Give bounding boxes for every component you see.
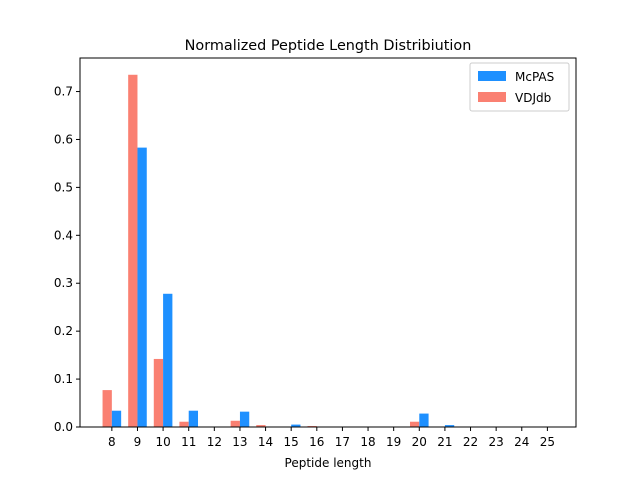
x-tick-label: 18 [360, 435, 375, 449]
x-axis-label: Peptide length [285, 456, 372, 470]
y-tick-label: 0.0 [54, 420, 73, 434]
legend-label-vdjdb: VDJdb [515, 91, 551, 105]
x-ticks: 8 9 10 11 12 13 14 15 16 17 18 19 20 21 22 23 24 25 [108, 427, 555, 449]
bar-mcpas-20 [419, 413, 429, 427]
x-tick-label: 9 [134, 435, 142, 449]
x-tick-label: 13 [232, 435, 247, 449]
legend-swatch-mcpas [478, 71, 506, 81]
bar-vdjdb-20 [409, 421, 420, 427]
y-tick-label: 0.3 [54, 276, 73, 290]
y-tick-label: 0.6 [54, 132, 73, 146]
y-ticks: 0.0 0.1 0.2 0.3 0.4 0.5 0.6 0.7 [54, 85, 80, 434]
bar-vdjdb-9 [128, 74, 138, 428]
x-tick-label: 11 [181, 435, 196, 449]
y-tick-label: 0.7 [54, 85, 73, 99]
legend: McPAS VDJdb [469, 62, 570, 112]
x-tick-label: 14 [258, 435, 273, 449]
bar-mcpas-8 [111, 410, 122, 427]
x-tick-label: 23 [489, 435, 504, 449]
x-tick-label: 16 [309, 435, 324, 449]
bar-vdjdb-14 [256, 425, 266, 427]
bar-mcpas-21 [444, 425, 455, 427]
legend-swatch-vdjdb [478, 92, 506, 102]
bar-mcpas-13 [239, 411, 250, 427]
chart-title: Normalized Peptide Length Distribiution [185, 38, 472, 54]
bar-mcpas-9 [137, 147, 147, 428]
y-tick-label: 0.1 [54, 372, 73, 386]
x-tick-label: 25 [540, 435, 555, 449]
x-tick-label: 10 [155, 435, 170, 449]
bar-mcpas-11 [188, 410, 199, 427]
bar-vdjdb-11 [179, 421, 189, 427]
bar-vdjdb-10 [153, 358, 164, 427]
x-tick-label: 21 [437, 435, 452, 449]
x-tick-label: 24 [514, 435, 529, 449]
legend-label-mcpas: McPAS [515, 70, 554, 84]
x-tick-label: 17 [335, 435, 350, 449]
x-tick-label: 8 [108, 435, 116, 449]
bar-vdjdb-13 [230, 420, 240, 427]
x-tick-label: 15 [284, 435, 299, 449]
y-tick-label: 0.5 [54, 180, 73, 194]
plot-frame [79, 57, 577, 428]
bar-mcpas-15 [291, 424, 301, 427]
x-tick-label: 22 [463, 435, 478, 449]
y-tick-label: 0.4 [54, 228, 73, 242]
x-tick-label: 20 [412, 435, 427, 449]
bar-vdjdb-8 [102, 390, 112, 427]
bar-mcpas-10 [163, 293, 173, 427]
x-tick-label: 19 [386, 435, 401, 449]
y-tick-label: 0.2 [54, 324, 73, 338]
x-tick-label: 12 [207, 435, 222, 449]
